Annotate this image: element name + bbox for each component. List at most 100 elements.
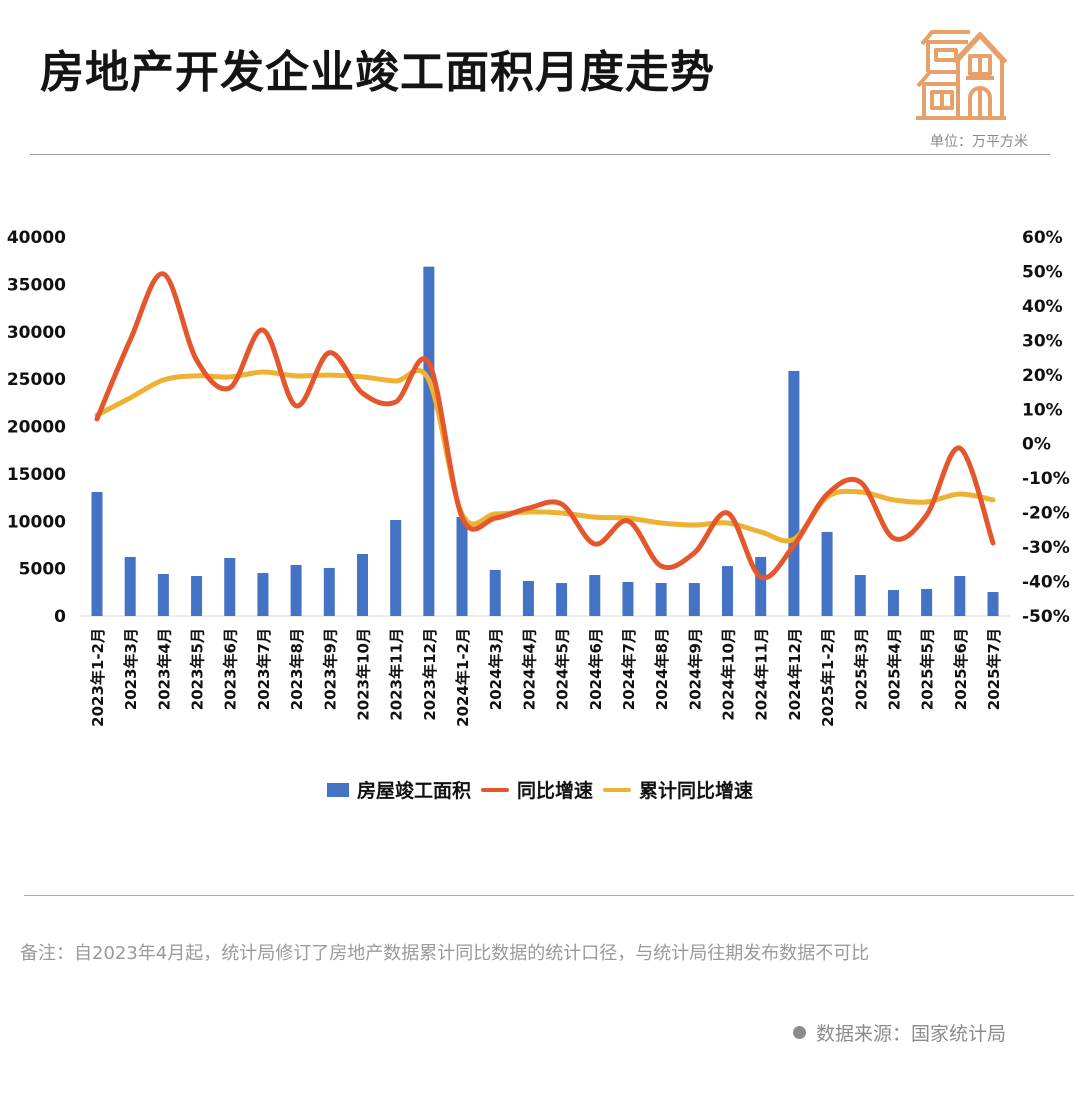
x-tick-label: 2023年6月 (222, 628, 240, 710)
left-tick-label: 30000 (7, 323, 66, 343)
x-tick-label: 2023年5月 (189, 628, 207, 710)
right-y-axis: -50% -40% -30% -20% -10% 0% 10% 20% 30% 40% 50% 60% (1022, 228, 1070, 627)
left-tick-label: 10000 (7, 512, 66, 532)
footer-divider (24, 895, 1074, 896)
right-tick-label: 20% (1022, 366, 1063, 386)
x-tick-label: 2024年3月 (487, 628, 505, 710)
bar (622, 581, 634, 616)
right-tick-label: 10% (1022, 400, 1063, 420)
legend-item-yoy: 同比增速 (480, 776, 593, 803)
bar (191, 576, 203, 616)
house-icon (916, 30, 1008, 120)
x-tick-label: 2025年4月 (885, 628, 903, 710)
right-tick-label: 0% (1022, 435, 1051, 455)
bar-series-completed-area (91, 266, 999, 616)
bar (688, 583, 700, 616)
bar (456, 516, 468, 616)
right-tick-label: -10% (1022, 469, 1070, 489)
page-title: 房地产开发企业竣工面积月度走势 (40, 47, 715, 98)
bar (224, 558, 236, 616)
x-tick-label: 2024年11月 (753, 628, 771, 721)
bar (987, 592, 999, 616)
left-tick-label: 40000 (7, 228, 66, 248)
x-tick-label: 2023年12月 (421, 628, 439, 721)
right-tick-label: -40% (1022, 573, 1070, 593)
x-tick-label: 2024年8月 (653, 628, 671, 710)
bar (323, 567, 335, 616)
left-tick-label: 20000 (7, 418, 66, 438)
bar (356, 554, 368, 616)
left-y-axis: 0 5000 10000 15000 20000 25000 30000 35000 40000 (7, 228, 66, 627)
x-tick-label: 2024年7月 (620, 628, 638, 710)
data-source: 数据来源：国家统计局 (792, 1019, 1006, 1046)
x-tick-label: 2023年9月 (321, 628, 339, 710)
right-tick-label: 50% (1022, 262, 1063, 282)
left-tick-label: 35000 (7, 275, 66, 295)
bar (887, 590, 899, 616)
x-tick-label: 2024年4月 (520, 628, 538, 710)
data-source-text: 数据来源：国家统计局 (815, 1023, 1006, 1045)
x-tick-label: 2023年3月 (122, 628, 140, 710)
bar (921, 588, 933, 616)
legend-bar-label: 房屋竣工面积 (356, 780, 471, 802)
right-tick-label: -20% (1022, 504, 1070, 524)
bar (556, 583, 568, 616)
legend-item-bar: 房屋竣工面积 (326, 776, 471, 803)
legend-yoy-label: 同比增速 (516, 780, 593, 802)
bar (390, 520, 402, 616)
line-series-cumulative-yoy (94, 368, 996, 544)
x-tick-label: 2025年3月 (852, 628, 870, 710)
x-tick-label: 2024年1-2月 (454, 628, 472, 727)
left-tick-label: 25000 (7, 370, 66, 390)
x-tick-label: 2025年7月 (985, 628, 1003, 710)
x-tick-label: 2023年1-2月 (89, 628, 107, 727)
bar (788, 370, 800, 616)
bar (755, 556, 767, 616)
x-tick-label: 2024年6月 (587, 628, 605, 710)
bar (489, 569, 501, 616)
bar (124, 556, 136, 616)
x-tick-label: 2025年6月 (952, 628, 970, 710)
legend-yoy-swatch (480, 787, 509, 792)
combo-chart: 0 5000 10000 15000 20000 25000 30000 35000 40000… (7, 228, 1070, 727)
bar (954, 576, 966, 616)
legend-cum-swatch (603, 787, 631, 792)
right-tick-label: 60% (1022, 228, 1063, 248)
left-tick-label: 0 (54, 607, 66, 627)
bar (290, 565, 302, 616)
bar (655, 583, 667, 616)
x-axis-labels: 2023年1-2月 2023年3月 2023年4月 2023年5月 2023年6月 202… (89, 628, 1003, 727)
bar (157, 574, 169, 616)
left-tick-label: 5000 (19, 560, 66, 580)
legend-cum-label: 累计同比增速 (639, 780, 754, 802)
right-tick-label: -50% (1022, 607, 1070, 627)
x-tick-label: 2023年10月 (354, 628, 372, 721)
bar (722, 566, 734, 616)
x-tick-label: 2024年12月 (786, 628, 804, 721)
x-tick-label: 2025年5月 (919, 628, 937, 710)
x-tick-label: 2023年4月 (155, 628, 173, 710)
bar (821, 531, 833, 616)
right-tick-label: -30% (1022, 538, 1070, 558)
bar (522, 581, 534, 616)
x-tick-label: 2025年1-2月 (819, 628, 837, 727)
bullet-dot-icon (792, 1026, 806, 1039)
legend-bar-swatch (326, 782, 349, 797)
bar (423, 266, 435, 616)
bar (589, 574, 601, 616)
x-tick-label: 2024年10月 (720, 628, 738, 721)
x-tick-label: 2023年11月 (388, 628, 406, 721)
unit-label: 单位：万平方米 (930, 134, 1028, 150)
x-tick-label: 2023年7月 (255, 628, 273, 710)
x-tick-label: 2023年8月 (288, 628, 306, 710)
line-series-yoy (94, 271, 996, 581)
chart-legend: 房屋竣工面积 同比增速 累计同比增速 (0, 776, 1080, 803)
right-tick-label: 40% (1022, 297, 1063, 317)
x-tick-label: 2024年5月 (554, 628, 572, 710)
bar (257, 572, 269, 616)
footnote: 备注：自2023年4月起，统计局修订了房地产数据累计同比数据的统计口径，与统计局… (20, 943, 870, 964)
bar (854, 574, 866, 616)
bar (91, 491, 103, 616)
legend-item-cum: 累计同比增速 (603, 776, 753, 803)
right-tick-label: 30% (1022, 331, 1063, 351)
